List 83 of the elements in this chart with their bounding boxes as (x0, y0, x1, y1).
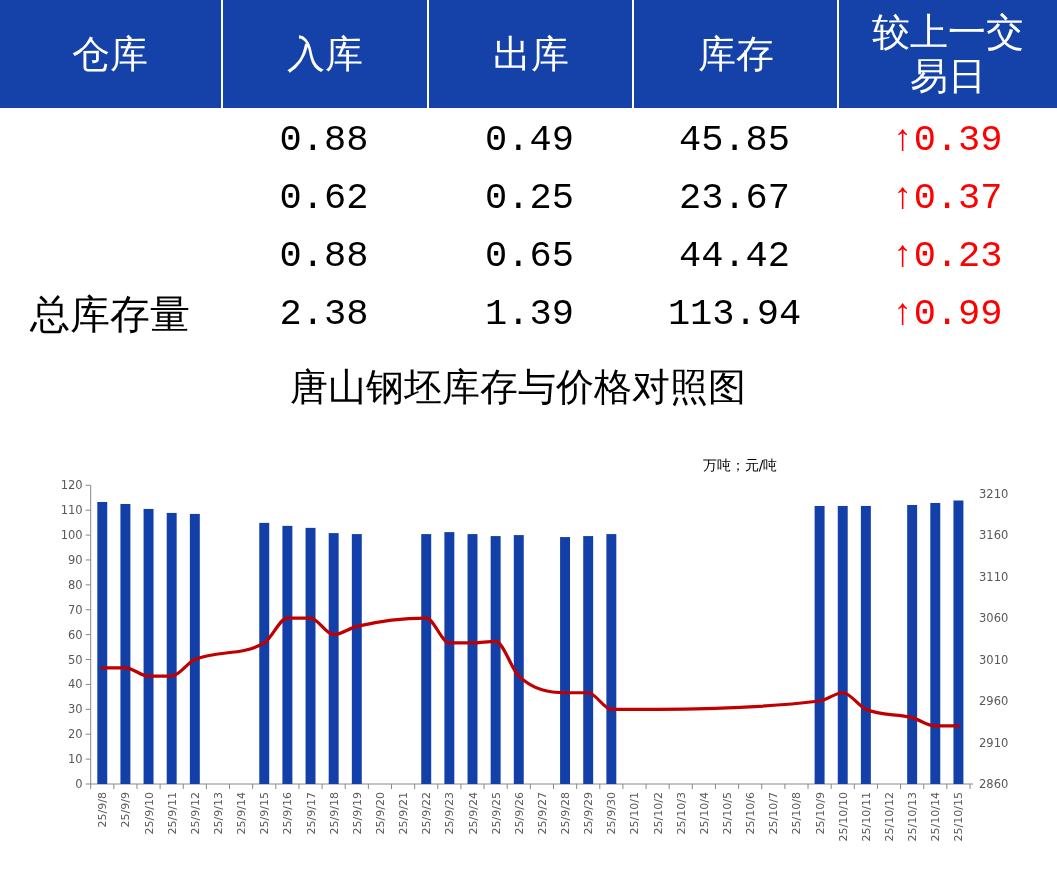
y-tick-label: 70 (68, 602, 83, 617)
x-tick-label: 25/10/10 (836, 792, 850, 842)
chart-title: 唐山钢坯库存与价格对照图 (290, 365, 746, 409)
text: 0.88 (279, 235, 369, 277)
x-tick-label: 25/10/2 (651, 792, 665, 835)
text: 1.39 (485, 293, 574, 335)
category-label: 总库存量 (30, 291, 190, 337)
category-label: 较上一交易日 (871, 10, 1025, 98)
x-tick-label: 25/10/14 (929, 792, 943, 842)
x-tick-label: 25/10/6 (744, 792, 758, 835)
y-tick-label: 10 (68, 752, 83, 767)
x-tick-label: 25/9/19 (350, 792, 364, 835)
y-tick-label: 50 (68, 652, 83, 667)
text: 万吨；元/吨 (702, 457, 778, 473)
y2-tick-label: 3010 (979, 652, 1009, 667)
text: ↑0.23 (891, 235, 1003, 277)
x-tick-label: 25/10/1 (628, 792, 642, 835)
x-tick-label: 25/10/9 (813, 792, 827, 835)
text: 2.38 (279, 293, 369, 335)
x-tick-label: 25/9/30 (605, 792, 619, 835)
x-tick-label: 25/9/20 (373, 792, 387, 835)
text: 0.62 (279, 177, 369, 219)
y-tick-label: 0 (75, 777, 83, 791)
x-tick-label: 25/9/18 (327, 792, 341, 835)
x-tick-label: 25/10/11 (859, 792, 873, 842)
text: ↑0.99 (891, 293, 1003, 335)
text: 44.42 (678, 235, 791, 277)
x-tick-label: 25/10/4 (697, 792, 711, 835)
y2-tick-label: 2860 (979, 777, 1009, 791)
text: 113.94 (667, 293, 802, 335)
x-tick-label: 25/9/28 (559, 792, 573, 835)
y-tick-label: 110 (60, 503, 83, 518)
x-tick-label: 25/9/9 (119, 792, 133, 828)
y2-tick-label: 3210 (979, 486, 1009, 501)
x-tick-label: 25/9/15 (258, 792, 272, 835)
x-tick-label: 25/9/27 (535, 792, 549, 835)
text: 0.25 (485, 177, 574, 219)
y-tick-label: 90 (68, 552, 83, 567)
x-tick-label: 25/9/17 (304, 792, 318, 835)
x-tick-label: 25/10/7 (767, 792, 781, 835)
x-tick-label: 25/10/12 (883, 792, 897, 842)
y-tick-label: 100 (60, 528, 83, 543)
y-tick-label: 40 (68, 677, 83, 692)
x-tick-label: 25/9/13 (211, 792, 225, 835)
x-tick-label: 25/9/23 (443, 792, 457, 835)
y-tick-label: 80 (68, 577, 83, 592)
x-tick-label: 25/9/24 (466, 792, 480, 835)
y2-tick-label: 3110 (979, 569, 1009, 584)
category-label: 出库 (492, 32, 569, 76)
x-tick-label: 25/9/10 (142, 792, 156, 835)
y-tick-label: 20 (68, 727, 83, 742)
y-tick-label: 30 (68, 702, 83, 717)
category-label: 库存 (697, 32, 774, 76)
y2-tick-label: 3060 (979, 611, 1009, 626)
y-tick-label: 120 (60, 478, 83, 493)
x-tick-label: 25/9/25 (489, 792, 503, 835)
y2-tick-label: 2960 (979, 694, 1009, 709)
category-label: 入库 (287, 32, 363, 76)
y2-tick-label: 2910 (979, 735, 1009, 750)
x-tick-label: 25/10/8 (790, 792, 804, 835)
x-tick-label: 25/10/5 (721, 792, 735, 835)
x-tick-label: 25/10/15 (952, 792, 966, 842)
x-tick-label: 25/10/3 (674, 792, 688, 835)
text: ↑0.39 (891, 119, 1003, 161)
text: 23.67 (678, 177, 791, 219)
text: 45.85 (678, 119, 791, 161)
y2-tick-label: 3160 (979, 528, 1009, 543)
x-tick-label: 25/10/13 (906, 792, 920, 842)
x-tick-label: 25/9/26 (512, 792, 526, 835)
x-tick-label: 25/9/22 (420, 792, 434, 835)
text: 仓库 (71, 32, 148, 76)
x-tick-label: 25/9/16 (281, 792, 295, 835)
x-tick-label: 25/9/21 (397, 792, 411, 835)
x-tick-label: 25/9/11 (165, 792, 179, 835)
text: 0.65 (485, 235, 574, 277)
x-tick-label: 25/9/14 (235, 792, 249, 835)
x-tick-label: 25/9/8 (96, 792, 110, 828)
x-tick-label: 25/9/29 (582, 792, 596, 835)
text: 0.49 (485, 119, 574, 161)
text: ↑0.37 (891, 177, 1003, 219)
x-tick-label: 25/9/12 (188, 792, 202, 835)
y-tick-label: 60 (68, 627, 83, 642)
text: 0.88 (279, 119, 369, 161)
